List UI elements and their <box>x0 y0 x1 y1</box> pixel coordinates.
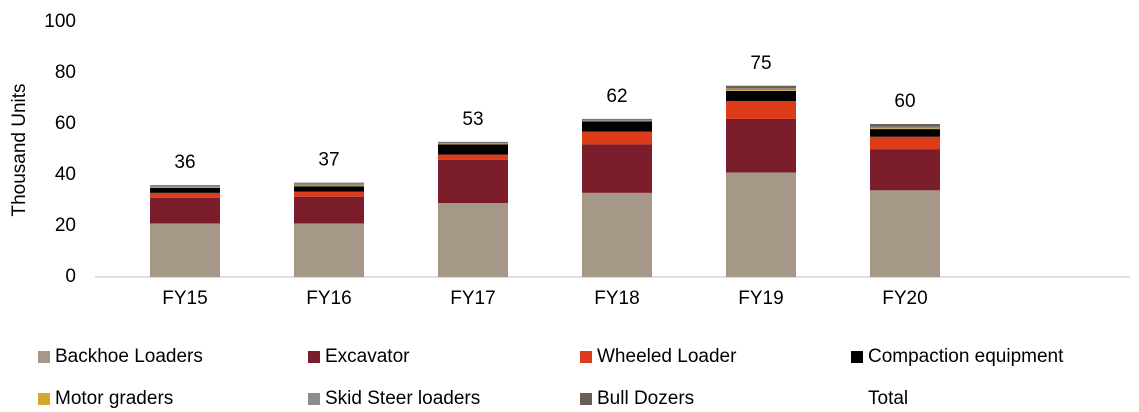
y-tick-label: 20 <box>55 215 76 236</box>
bar-segment <box>726 85 796 89</box>
bar-segment <box>870 128 940 130</box>
bar-segment <box>870 129 940 137</box>
legend-swatch <box>38 393 50 405</box>
bar-segment <box>438 159 508 204</box>
legend-swatch <box>308 351 320 363</box>
legend-swatch <box>580 393 592 405</box>
total-label: 75 <box>750 53 771 74</box>
legend-label: Total <box>868 388 908 409</box>
bar-segment <box>870 149 940 191</box>
bar-segment <box>150 185 220 186</box>
legend-label: Compaction equipment <box>868 346 1064 367</box>
bar-segment <box>870 126 940 129</box>
total-label: 37 <box>318 150 339 171</box>
bar-segment <box>870 190 940 277</box>
bar-segment <box>294 223 364 277</box>
bar-segment <box>438 143 508 145</box>
bar-segment <box>294 185 364 187</box>
bar-segment <box>294 183 364 186</box>
y-tick-label: 100 <box>44 11 76 32</box>
x-tick-label: FY19 <box>738 288 783 309</box>
bar-segment <box>582 119 652 121</box>
bar-segment <box>582 192 652 277</box>
bar-segment <box>294 191 364 197</box>
legend-label: Bull Dozers <box>597 388 694 409</box>
bar-segment <box>582 120 652 122</box>
bar-segment <box>870 124 940 127</box>
bar-segment <box>294 182 364 184</box>
legend-swatch <box>851 351 863 363</box>
legend-label: Motor graders <box>55 388 173 409</box>
y-tick-label: 40 <box>55 164 76 185</box>
bar-segment <box>582 121 652 132</box>
x-tick-label: FY16 <box>306 288 351 309</box>
bar-segment <box>582 144 652 193</box>
legend-label: Skid Steer loaders <box>325 388 480 409</box>
bar-segment <box>726 172 796 277</box>
bar-segment <box>150 187 220 188</box>
x-tick-label: FY17 <box>450 288 495 309</box>
bar-segment <box>150 192 220 198</box>
bar-segment <box>150 197 220 224</box>
legend-swatch <box>308 393 320 405</box>
bar-segment <box>438 154 508 160</box>
total-label: 62 <box>606 86 627 107</box>
bar-segment <box>582 118 652 120</box>
y-tick-label: 80 <box>55 62 76 83</box>
x-tick-label: FY18 <box>594 288 639 309</box>
legend-label: Backhoe Loaders <box>55 346 203 367</box>
legend-label: Excavator <box>325 346 410 367</box>
total-label: 53 <box>462 109 483 130</box>
x-tick-label: FY20 <box>882 288 927 309</box>
x-tick-label: FY15 <box>162 288 207 309</box>
bar-segment <box>870 136 940 150</box>
bar-segment <box>726 90 796 102</box>
bar-segment <box>438 203 508 277</box>
y-axis-label: Thousand Units <box>9 83 30 216</box>
legend-swatch <box>38 351 50 363</box>
total-label: 36 <box>174 152 195 173</box>
bar-segment <box>150 223 220 277</box>
legend-swatch <box>580 351 592 363</box>
bar-segment <box>294 186 364 192</box>
y-tick-label: 60 <box>55 113 76 134</box>
bar-segment <box>294 196 364 224</box>
bar-segment <box>150 185 220 188</box>
y-tick-label: 0 <box>65 266 76 287</box>
legend-label: Wheeled Loader <box>597 346 737 367</box>
bar-segment <box>726 88 796 91</box>
bar-segment <box>726 90 796 91</box>
bar-segment <box>438 142 508 144</box>
bar-segment <box>438 144 508 155</box>
bar-segment <box>726 118 796 173</box>
total-label: 60 <box>894 91 915 112</box>
bar-segment <box>726 101 796 119</box>
bar-segment <box>438 141 508 143</box>
bar-segment <box>150 187 220 193</box>
bar-segment <box>582 131 652 145</box>
